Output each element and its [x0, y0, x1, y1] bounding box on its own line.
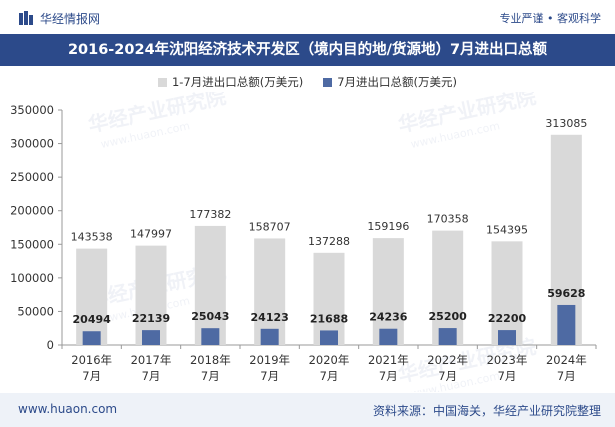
legend: 1-7月进出口总额(万美元) 7月进出口总额(万美元) [0, 72, 615, 92]
legend-swatch-total [157, 77, 167, 87]
bar-july-label: 22139 [132, 312, 170, 325]
x-tick-label: 2020年 7月 [309, 353, 350, 383]
bar-total-label: 177382 [189, 208, 231, 221]
x-tick-label: 2024年 7月 [546, 353, 587, 383]
bar-total-label: 158707 [249, 220, 291, 233]
x-tick-label: 2016年 7月 [71, 353, 112, 383]
y-tick-label: 300000 [10, 137, 54, 151]
bar-july [498, 330, 516, 345]
chart-title: 2016-2024年沈阳经济技术开发区（境内目的地/货源地）7月进出口总额 [0, 34, 615, 66]
y-tick-label: 0 [47, 338, 54, 352]
bar-july-label: 24236 [369, 311, 408, 324]
y-tick-label: 350000 [10, 103, 54, 117]
bar-july-label: 21688 [310, 312, 348, 325]
x-tick-label: 2023年 7月 [487, 353, 528, 383]
y-tick-label: 150000 [10, 237, 54, 251]
bar-total [194, 225, 226, 345]
brand-name: 华经情报网 [40, 11, 101, 26]
bar-july [82, 331, 101, 345]
bar-july-label: 25200 [429, 310, 468, 323]
x-tick-label: 2022年 7月 [427, 353, 468, 383]
bar-july-label: 59628 [547, 287, 585, 300]
bar-july [201, 328, 220, 345]
footer-website[interactable]: www.huaon.com [18, 402, 118, 416]
bar-total [313, 252, 345, 345]
brand[interactable]: 华经情报网 [18, 9, 100, 27]
bar-total [491, 241, 523, 345]
bar-total-label: 154395 [486, 223, 528, 236]
x-tick-label: 2021年 7月 [368, 353, 409, 383]
bar-total [135, 245, 167, 345]
bar-total [372, 238, 404, 345]
x-tick-label: 2018年 7月 [190, 353, 231, 383]
bar-july [320, 330, 338, 345]
bar-july [557, 304, 576, 345]
y-tick-label: 200000 [10, 204, 54, 218]
bar-july-label: 22200 [488, 312, 527, 325]
bar-total [432, 230, 464, 345]
x-tick-label: 2019年 7月 [249, 353, 290, 383]
bar-july [379, 328, 398, 345]
y-tick-label: 50000 [17, 304, 54, 318]
y-tick-label: 100000 [10, 271, 54, 285]
bar-total-label: 147997 [130, 228, 172, 241]
x-tick-label: 2017年 7月 [131, 353, 172, 383]
legend-label-total: 1-7月进出口总额(万美元) [171, 75, 304, 89]
bar-july-label: 25043 [191, 310, 229, 323]
bar-july [142, 330, 160, 345]
bar-total-label: 137288 [308, 235, 350, 248]
legend-item-total[interactable]: 1-7月进出口总额(万美元) [157, 74, 304, 90]
legend-swatch-july [323, 77, 333, 87]
bar-july-label: 20494 [73, 313, 112, 326]
bar-total-label: 313085 [545, 117, 587, 130]
bar-total [254, 238, 286, 345]
bar-july-label: 24123 [251, 311, 289, 324]
y-tick-label: 250000 [10, 170, 54, 184]
brand-logo-icon [19, 11, 33, 25]
bar-july [438, 328, 457, 345]
footer-source: 资料来源：中国海关，华经产业研究院整理 [372, 404, 601, 418]
tagline: 专业严谨 • 客观科学 [499, 12, 601, 25]
bar-total-label: 143538 [71, 231, 113, 244]
bar-total [76, 248, 108, 345]
bar-total-label: 170358 [427, 213, 469, 226]
top-bar: 华经情报网 专业严谨 • 客观科学 [0, 0, 615, 34]
legend-item-july[interactable]: 7月进出口总额(万美元) [323, 74, 457, 90]
footer: www.huaon.com 资料来源：中国海关，华经产业研究院整理 [0, 393, 615, 427]
legend-label-july: 7月进出口总额(万美元) [337, 75, 458, 89]
bar-july [260, 328, 279, 345]
bar-total-label: 159196 [367, 220, 409, 233]
